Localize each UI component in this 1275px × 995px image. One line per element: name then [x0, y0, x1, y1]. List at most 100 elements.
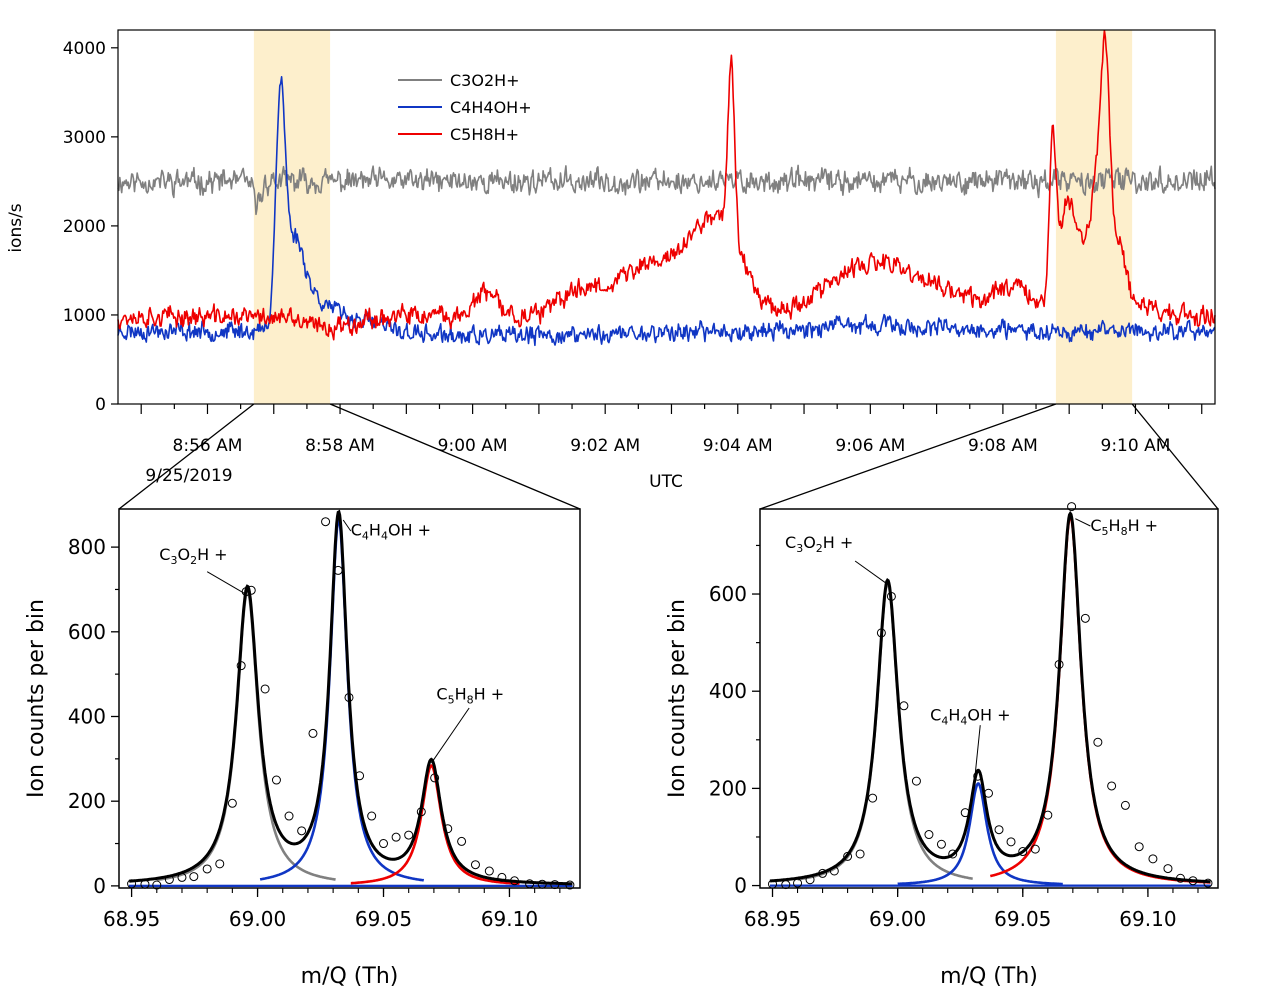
- annotation-leader: [974, 725, 981, 774]
- data-point: [805, 875, 815, 885]
- legend-label: C3O2H+: [450, 71, 520, 90]
- y-tick-label: 0: [734, 874, 747, 898]
- spectrum-xlabel: m/Q (Th): [940, 964, 1038, 989]
- data-point: [457, 836, 467, 846]
- peak-label: C4H4OH +: [351, 520, 431, 542]
- data-point: [1175, 873, 1185, 883]
- data-point: [189, 872, 199, 882]
- y-tick-label: 0: [95, 395, 106, 415]
- data-point: [308, 728, 318, 738]
- x-tick-label: 69.10: [1119, 907, 1176, 931]
- peak-fit-C3O2H+: [797, 581, 973, 881]
- series-line-C3O2H+: [117, 164, 1216, 216]
- total-fit-line: [769, 510, 1211, 884]
- y-tick-label: 1000: [63, 306, 106, 326]
- data-point: [1030, 844, 1040, 854]
- y-tick-label: 0: [93, 874, 106, 898]
- data-point: [333, 565, 343, 575]
- data-point: [911, 776, 921, 786]
- spectrum-frame: [118, 508, 581, 889]
- peak-fit-C4H4OH+: [259, 516, 425, 882]
- timeseries-xlabel: UTC: [649, 472, 683, 492]
- data-point: [1148, 854, 1158, 864]
- data-point: [470, 860, 480, 870]
- x-tick-label: 69.00: [229, 907, 286, 931]
- data-point: [1120, 800, 1130, 810]
- data-point: [924, 830, 934, 840]
- data-point: [1080, 613, 1090, 623]
- x-tick-label: 9:10 AM: [1101, 436, 1171, 456]
- y-tick-label: 400: [68, 704, 106, 728]
- spectrum-left-panel: 0 200 400 600 800 68.95 69.00 69.05 69.10 m/Q (Th…: [24, 508, 581, 989]
- spectrum-right-panel: 0 200 400 600 68.95 69.00 69.05 69.10 m/Q (Th) Io…: [665, 502, 1219, 989]
- data-point: [1054, 659, 1064, 669]
- data-point: [1006, 837, 1016, 847]
- data-point: [443, 824, 453, 834]
- data-point: [936, 839, 946, 849]
- data-point: [868, 793, 878, 803]
- x-tick-label: 9:08 AM: [968, 436, 1038, 456]
- spectrum-ylabel: Ion counts per bin: [24, 599, 49, 798]
- data-point: [484, 866, 494, 876]
- x-tick-label: 9:04 AM: [703, 436, 773, 456]
- y-tick-label: 4000: [63, 39, 106, 59]
- data-point: [855, 849, 865, 859]
- legend-label: C5H8H+: [450, 125, 519, 144]
- series-line-C4H4OH+: [117, 76, 1216, 347]
- data-point: [215, 859, 225, 869]
- data-point: [284, 811, 294, 821]
- data-point: [391, 832, 401, 842]
- data-point: [1043, 810, 1053, 820]
- x-tick-label: 8:58 AM: [305, 436, 375, 456]
- data-point: [886, 591, 896, 601]
- data-point: [367, 811, 377, 821]
- series-line-C5H8H+: [117, 29, 1216, 341]
- spectrum-xlabel: m/Q (Th): [301, 964, 399, 989]
- x-tick-label: 68.95: [744, 907, 801, 931]
- highlight-windows: [253, 30, 1133, 404]
- y-tick-label: 200: [68, 789, 106, 813]
- peak-label: C4H4OH +: [930, 705, 1010, 727]
- data-point: [260, 684, 270, 694]
- y-tick-label: 600: [709, 582, 747, 606]
- data-point: [497, 872, 507, 882]
- timeseries-frame: [117, 29, 1216, 405]
- peak-fit-C3O2H+: [156, 589, 336, 882]
- x-tick-label: 69.05: [355, 907, 412, 931]
- zoom-line-left-b: [329, 403, 581, 510]
- spectrum-frame: [759, 508, 1219, 889]
- data-point: [960, 808, 970, 818]
- data-point: [355, 771, 365, 781]
- data-point: [177, 872, 187, 882]
- highlight-window-1: [253, 30, 331, 404]
- data-point: [829, 866, 839, 876]
- data-point: [1093, 737, 1103, 747]
- timeseries-legend: C3O2H+ C4H4OH+ C5H8H+: [398, 71, 532, 144]
- x-tick-label: 9:02 AM: [570, 436, 640, 456]
- data-point: [1134, 842, 1144, 852]
- peak-label: C3O2H +: [785, 533, 853, 555]
- timeseries-date-label: 9/25/2019: [145, 466, 232, 486]
- zoom-line-right-b: [1131, 403, 1219, 510]
- x-tick-label: 69.00: [869, 907, 926, 931]
- data-point: [1067, 502, 1077, 512]
- data-point: [1188, 876, 1198, 886]
- data-point: [140, 879, 150, 889]
- zoom-line-right-a: [759, 403, 1057, 510]
- total-fit-line: [128, 509, 573, 886]
- x-tick-label: 68.95: [103, 907, 160, 931]
- data-point: [404, 830, 414, 840]
- annotation-leader: [854, 560, 888, 585]
- data-point: [1107, 781, 1117, 791]
- timeseries-lines: [117, 29, 1216, 347]
- data-point: [416, 807, 426, 817]
- zoom-connector-lines: [118, 403, 1219, 510]
- data-point: [973, 771, 983, 781]
- data-point: [246, 585, 256, 595]
- peak-label: C5H8H +: [436, 685, 504, 707]
- y-tick-label: 2000: [63, 217, 106, 237]
- data-point: [344, 692, 354, 702]
- annotation-leader: [206, 571, 246, 595]
- data-point: [227, 798, 237, 808]
